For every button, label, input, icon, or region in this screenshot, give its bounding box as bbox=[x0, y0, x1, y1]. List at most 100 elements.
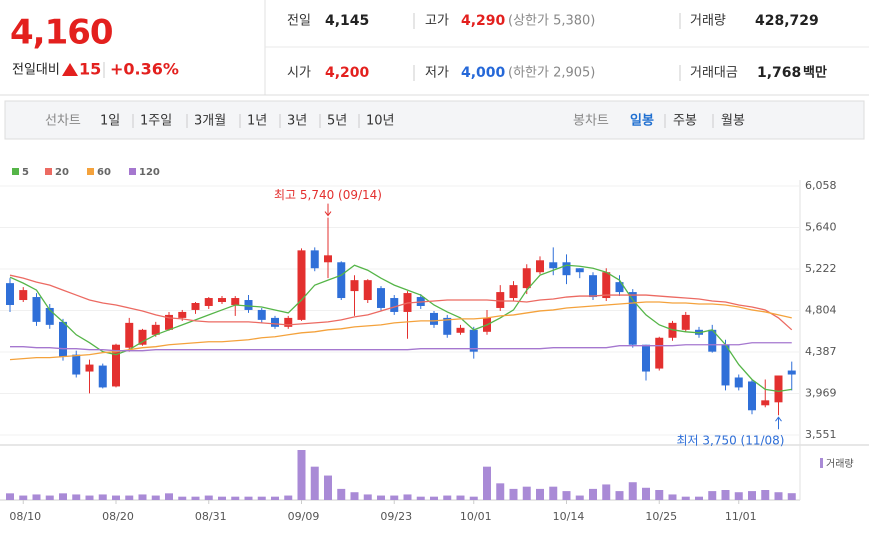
volume-bar bbox=[337, 488, 346, 500]
volume-bar bbox=[615, 491, 624, 500]
legend-label: 120 bbox=[139, 167, 160, 178]
info-label: 시가 bbox=[287, 66, 311, 81]
tab[interactable]: 월봉 bbox=[721, 114, 745, 129]
ma-line bbox=[9, 274, 793, 331]
candle-body bbox=[324, 255, 332, 263]
y-tick-label: 5,222 bbox=[805, 262, 837, 275]
volume-bar bbox=[602, 484, 611, 500]
legend-label: 20 bbox=[55, 167, 69, 178]
tab[interactable]: 일봉 bbox=[630, 114, 654, 129]
info-value: 1,768 bbox=[757, 65, 801, 81]
candle-body bbox=[350, 280, 359, 292]
tab-group: 일봉 주봉 월봉 bbox=[630, 114, 745, 129]
legend-label: 5 bbox=[22, 167, 29, 178]
tab[interactable]: 1일 bbox=[100, 114, 120, 129]
volume-bar bbox=[695, 496, 703, 500]
info-value: 4,145 bbox=[325, 13, 369, 29]
candle-body bbox=[615, 282, 624, 293]
price: 4,160 bbox=[10, 13, 113, 53]
tab[interactable]: 5년 bbox=[327, 114, 347, 129]
tab[interactable]: 10년 bbox=[366, 114, 395, 129]
tab[interactable]: 1년 bbox=[247, 114, 267, 129]
volume-bar bbox=[734, 492, 743, 500]
volume-bar bbox=[761, 490, 770, 500]
candle-body bbox=[297, 250, 306, 320]
volume-bar bbox=[549, 486, 558, 500]
legend-swatch bbox=[820, 458, 823, 468]
candle-body bbox=[536, 260, 544, 273]
y-tick-label: 6,058 bbox=[805, 179, 837, 192]
y-tick-label: 3,551 bbox=[805, 428, 837, 441]
candle-body bbox=[655, 337, 664, 369]
tab-bar bbox=[4, 100, 865, 140]
volume-bar bbox=[98, 494, 107, 500]
change-label: 전일대비 bbox=[12, 63, 60, 78]
volume-bar bbox=[218, 496, 226, 500]
volume-bar bbox=[377, 495, 385, 500]
annotation: 최저 3,750 (11/08) bbox=[676, 434, 784, 448]
candle-body bbox=[19, 290, 28, 301]
candle-body bbox=[602, 272, 611, 299]
volume-bar bbox=[324, 475, 332, 500]
x-tick-label: 08/10 bbox=[9, 510, 41, 523]
volume-bar bbox=[655, 490, 664, 500]
candle-body bbox=[32, 297, 41, 322]
info-value: 4,000 bbox=[461, 65, 506, 81]
x-tick-label: 08/20 bbox=[102, 510, 134, 523]
volume-bar bbox=[45, 495, 54, 500]
volume-bar bbox=[271, 496, 279, 500]
candle-body bbox=[443, 317, 452, 335]
info-label: 고가 bbox=[425, 14, 449, 29]
candle-body bbox=[72, 354, 81, 375]
volume-bar bbox=[310, 466, 319, 500]
candle-body bbox=[98, 365, 107, 388]
candle-body bbox=[6, 283, 14, 305]
volume-bar bbox=[416, 496, 425, 500]
volume-bar bbox=[787, 493, 796, 500]
candle-body bbox=[721, 344, 730, 386]
candle-body bbox=[165, 314, 173, 330]
ma-line bbox=[9, 264, 792, 393]
annotation: 최고 5,740 (09/14) bbox=[274, 188, 382, 202]
tab[interactable]: 3년 bbox=[287, 114, 307, 129]
up-icon bbox=[62, 63, 78, 76]
candle-body bbox=[337, 262, 346, 299]
volume-bar bbox=[668, 494, 677, 500]
volume-bar bbox=[681, 496, 690, 500]
volume-bar bbox=[191, 496, 200, 500]
candle-body bbox=[191, 303, 200, 310]
volume-bar bbox=[469, 496, 478, 500]
change-pct: +0.36% bbox=[110, 60, 179, 79]
legend-swatch bbox=[45, 168, 52, 175]
volume-bar bbox=[244, 496, 253, 500]
candle-body bbox=[456, 327, 465, 333]
tab[interactable]: 주봉 bbox=[673, 114, 697, 129]
candle-body bbox=[204, 298, 213, 306]
volume-bar bbox=[19, 495, 28, 500]
candle-body bbox=[271, 317, 279, 327]
x-tick-label: 10/25 bbox=[645, 510, 677, 523]
info-label: 전일 bbox=[287, 14, 311, 29]
volume-bar bbox=[443, 495, 452, 500]
volume-bar bbox=[138, 494, 147, 500]
tab[interactable]: 3개월 bbox=[194, 114, 226, 129]
volume-bar bbox=[6, 493, 14, 500]
candle-body bbox=[734, 377, 743, 388]
candle-body bbox=[522, 268, 531, 289]
legend-swatch bbox=[87, 168, 94, 175]
candle-body bbox=[589, 275, 597, 298]
info-value: 4,290 bbox=[461, 13, 506, 29]
x-tick-label: 09/23 bbox=[380, 510, 412, 523]
y-tick-label: 4,387 bbox=[805, 345, 837, 358]
volume-bar bbox=[628, 482, 637, 500]
candle-body bbox=[284, 317, 293, 327]
volume-bar bbox=[589, 488, 597, 500]
tab[interactable]: 1주일 bbox=[140, 114, 172, 129]
y-tick-label: 4,804 bbox=[805, 304, 837, 317]
info-label: 거래대금 bbox=[690, 66, 738, 81]
legend-label: 60 bbox=[97, 167, 111, 178]
tab-group-label: 봉차트 bbox=[573, 114, 609, 129]
candle-body bbox=[218, 298, 226, 303]
annotation-arrow bbox=[775, 416, 782, 430]
candle-body bbox=[628, 292, 637, 345]
